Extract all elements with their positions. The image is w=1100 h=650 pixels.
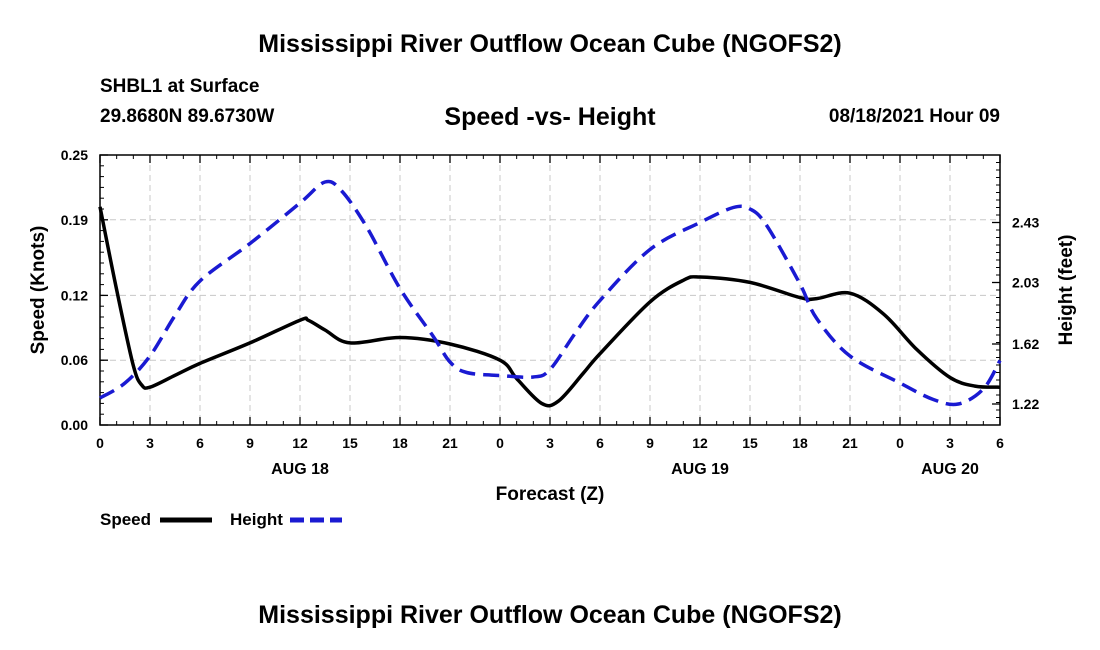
datetime-label: 08/18/2021 Hour 09 <box>828 106 1000 127</box>
x-tick-label: 6 <box>596 435 604 451</box>
y-left-tick-label: 0.25 <box>61 147 88 163</box>
y-left-tick-label: 0.19 <box>61 212 88 228</box>
x-tick-label: 6 <box>996 435 1004 451</box>
x-axis-label: Forecast (Z) <box>496 484 605 505</box>
date-label: AUG 18 <box>271 461 329 478</box>
x-tick-label: 9 <box>646 435 654 451</box>
y-right-tick-label: 1.62 <box>1012 336 1039 352</box>
y-right-tick-label: 1.22 <box>1012 396 1039 412</box>
axes: 0 3 6 9 12 15 18 21 0 3 6 9 12 15 18 21 0 3 6 AUG 18 AUG 19 A… <box>61 147 1040 478</box>
coordinates-label: 29.8680N 89.6730W <box>100 106 275 127</box>
station-label: SHBL1 at Surface <box>100 76 260 97</box>
legend-label-speed: Speed <box>100 510 151 529</box>
date-label: AUG 19 <box>671 461 729 478</box>
x-tick-label: 15 <box>342 435 358 451</box>
y-left-tick-label: 0.00 <box>61 417 88 433</box>
x-tick-label: 12 <box>292 435 308 451</box>
chart-title-bottom: Mississippi River Outflow Ocean Cube (NG… <box>258 601 842 629</box>
x-tick-label: 12 <box>692 435 708 451</box>
x-tick-label: 3 <box>146 435 154 451</box>
x-tick-label: 18 <box>792 435 808 451</box>
x-tick-label: 21 <box>442 435 458 451</box>
date-label: AUG 20 <box>921 461 979 478</box>
x-tick-label: 9 <box>246 435 254 451</box>
series-layer <box>98 179 1002 408</box>
x-tick-label: 6 <box>196 435 204 451</box>
x-tick-label: 3 <box>946 435 954 451</box>
y-right-tick-label: 2.03 <box>1012 275 1039 291</box>
grid <box>100 155 1000 425</box>
y-left-tick-label: 0.06 <box>61 352 88 368</box>
series-line-speed <box>98 206 1001 408</box>
chart-subtitle: Speed -vs- Height <box>444 103 656 131</box>
legend: Speed Height <box>100 510 342 529</box>
y-left-tick-label: 0.12 <box>61 287 88 303</box>
y-axis-left-label: Speed (Knots) <box>28 226 49 355</box>
x-tick-label: 0 <box>896 435 904 451</box>
x-tick-label: 18 <box>392 435 408 451</box>
y-right-tick-label: 2.43 <box>1012 215 1039 231</box>
series-line-height <box>99 179 1002 407</box>
x-tick-label: 0 <box>96 435 104 451</box>
chart-title-top: Mississippi River Outflow Ocean Cube (NG… <box>258 30 842 58</box>
x-tick-label: 3 <box>546 435 554 451</box>
x-tick-label: 15 <box>742 435 758 451</box>
y-axis-right-label: Height (feet) <box>1056 235 1077 346</box>
legend-label-height: Height <box>230 510 283 529</box>
x-tick-label: 0 <box>496 435 504 451</box>
x-tick-label: 21 <box>842 435 858 451</box>
